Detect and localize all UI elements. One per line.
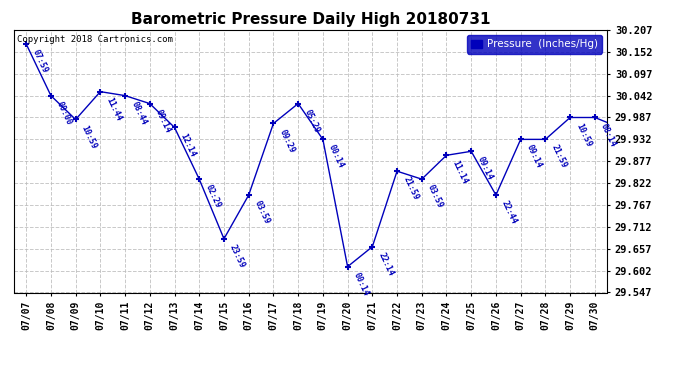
Legend: Pressure  (Inches/Hg): Pressure (Inches/Hg) — [467, 35, 602, 54]
Text: 23:59: 23:59 — [228, 243, 247, 269]
Text: 00:14: 00:14 — [327, 144, 346, 170]
Text: 12:14: 12:14 — [179, 132, 197, 158]
Text: 05:29: 05:29 — [302, 108, 321, 134]
Text: 00:14: 00:14 — [352, 271, 371, 297]
Text: 10:59: 10:59 — [80, 124, 99, 150]
Text: 07:59: 07:59 — [30, 48, 49, 75]
Text: 22:14: 22:14 — [377, 251, 395, 278]
Text: 22:44: 22:44 — [500, 199, 519, 226]
Text: 01:29: 01:29 — [0, 374, 1, 375]
Text: 03:59: 03:59 — [426, 183, 444, 210]
Text: 09:14: 09:14 — [154, 108, 172, 134]
Text: 21:59: 21:59 — [401, 176, 420, 202]
Text: 09:14: 09:14 — [525, 144, 544, 170]
Text: Copyright 2018 Cartronics.com: Copyright 2018 Cartronics.com — [17, 35, 172, 44]
Text: 10:59: 10:59 — [574, 122, 593, 148]
Text: 02:29: 02:29 — [204, 183, 222, 210]
Text: 08:14: 08:14 — [599, 122, 618, 148]
Text: 03:59: 03:59 — [253, 199, 272, 226]
Text: 00:00: 00:00 — [55, 100, 74, 126]
Title: Barometric Pressure Daily High 20180731: Barometric Pressure Daily High 20180731 — [130, 12, 491, 27]
Text: 09:14: 09:14 — [475, 156, 494, 182]
Text: 21:59: 21:59 — [549, 144, 569, 170]
Text: 11:44: 11:44 — [104, 96, 124, 122]
Text: 11:14: 11:14 — [451, 159, 469, 186]
Text: 09:29: 09:29 — [277, 128, 296, 154]
Text: 10:59: 10:59 — [0, 374, 1, 375]
Text: 08:44: 08:44 — [129, 100, 148, 126]
